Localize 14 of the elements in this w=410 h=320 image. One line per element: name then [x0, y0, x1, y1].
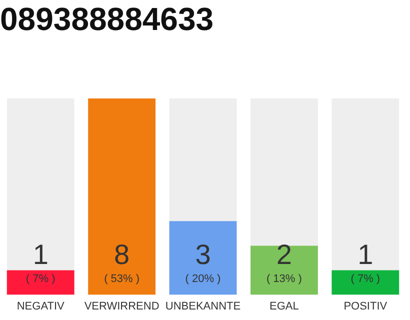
data-label: 3 ( 20% )	[185, 238, 221, 285]
data-label: 1 ( 7% )	[350, 238, 380, 285]
chart-title: 089388884633	[0, 1, 214, 38]
x-tick-label: POSITIV	[344, 300, 388, 312]
bar	[6, 270, 74, 295]
data-label: 2 ( 13% )	[266, 238, 302, 285]
bar	[332, 270, 400, 295]
data-label: 1 ( 7% )	[26, 238, 56, 285]
x-tick-label: NEGATIV	[16, 300, 65, 312]
bar	[250, 246, 318, 295]
data-label: 8 ( 53% )	[104, 238, 140, 285]
x-tick-label: UNBEKANNTE	[165, 300, 241, 312]
x-tick-label: VERWIRREND	[84, 300, 160, 312]
x-tick-label: EGAL	[270, 300, 299, 312]
